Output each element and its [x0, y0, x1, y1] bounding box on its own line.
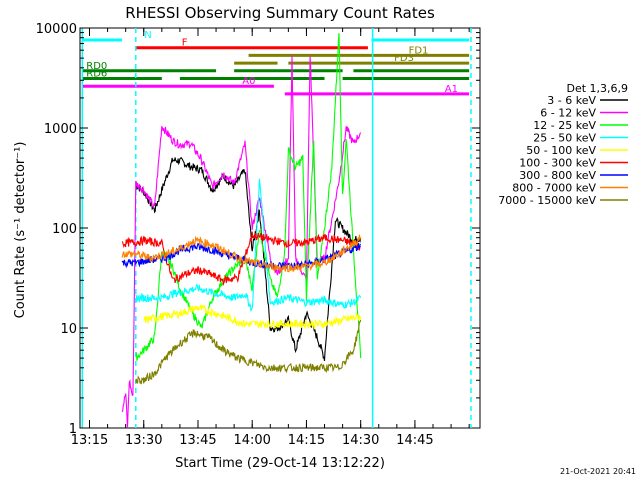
- legend-label-6: 300 - 800 keV: [519, 169, 596, 182]
- series-line-5: [121, 231, 362, 287]
- footer-date: 21-Oct-2021 20:41: [560, 467, 636, 476]
- legend-title: Det 1,3,6,9: [566, 82, 628, 95]
- legend-label-3: 25 - 50 keV: [533, 132, 596, 145]
- y-tick-label-4: 10000: [36, 22, 77, 37]
- series-line-4: [143, 304, 362, 330]
- x-tick-label-3: 14:00: [233, 433, 270, 448]
- series-line-1: [121, 56, 362, 429]
- x-tick-label-6: 14:45: [396, 433, 433, 448]
- flag-label-fd1: FD1: [409, 45, 429, 56]
- y-tick-label-3: 1000: [44, 122, 77, 137]
- flag-label-n: N: [144, 30, 151, 41]
- series-line-0: [135, 156, 362, 361]
- legend-label-8: 7000 - 15000 keV: [498, 194, 596, 207]
- y-tick-label-0: 1: [69, 422, 77, 437]
- x-tick-label-0: 13:15: [71, 433, 108, 448]
- legend-label-2: 12 - 25 keV: [533, 119, 596, 132]
- series-line-8: [135, 319, 362, 385]
- flag-label-rd0: RD0: [86, 61, 107, 72]
- legend-label-1: 6 - 12 keV: [540, 107, 596, 120]
- flag-label-a0: A0: [242, 76, 255, 87]
- y-tick-label-1: 10: [60, 322, 77, 337]
- series-line-3: [135, 178, 362, 312]
- series-line-7: [121, 234, 362, 274]
- y-tick-label-2: 100: [52, 222, 77, 237]
- flag-label-fd3: FD3: [394, 53, 414, 64]
- x-tick-label-5: 14:30: [342, 433, 379, 448]
- x-tick-label-1: 13:30: [125, 433, 162, 448]
- flag-label-rd6: RD6: [86, 69, 107, 80]
- legend-label-5: 100 - 300 keV: [519, 157, 596, 170]
- legend-label-4: 50 - 100 keV: [526, 144, 596, 157]
- x-axis-label: Start Time (29-Oct-14 13:12:22): [175, 456, 385, 471]
- y-axis-label: Count Rate (s⁻¹ detector⁻¹): [13, 142, 28, 319]
- x-tick-label-4: 14:15: [288, 433, 325, 448]
- legend-label-0: 3 - 6 keV: [547, 94, 596, 107]
- flag-label-a1: A1: [445, 84, 458, 95]
- flag-label-f: F: [182, 38, 188, 49]
- legend-label-7: 800 - 7000 keV: [512, 182, 596, 195]
- x-tick-label-2: 13:45: [179, 433, 216, 448]
- chart-title: RHESSI Observing Summary Count Rates: [125, 4, 435, 22]
